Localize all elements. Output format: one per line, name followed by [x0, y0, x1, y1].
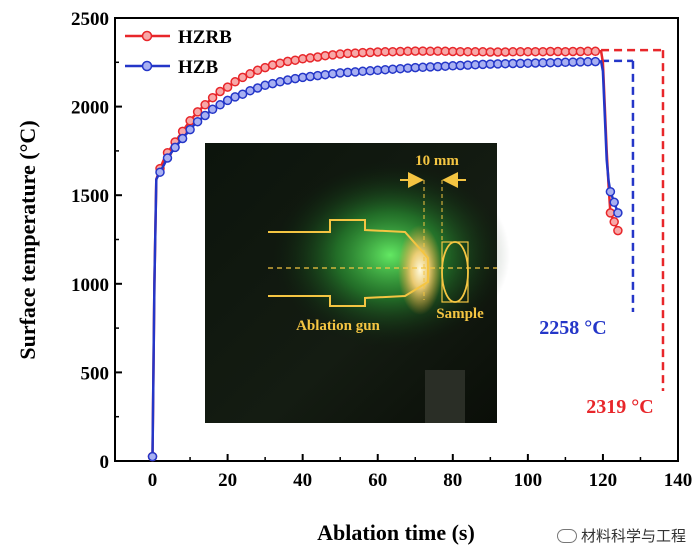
inset-dimension-label: 10 mm [415, 153, 459, 169]
data-point-hzrb [609, 217, 619, 227]
data-point-hzb [147, 451, 158, 462]
y-tick-label-2000: 2000 [71, 98, 109, 119]
axis-tick-labels: 0 20 40 60 80 100 120 140 0 500 1000 1500 2000 2500 [71, 9, 692, 491]
x-tick-label-100: 100 [514, 470, 543, 491]
data-point-hzb [267, 78, 278, 89]
data-point-hzrb [267, 60, 278, 70]
data-point-hzrb [613, 225, 623, 236]
data-point-hzrb [185, 116, 195, 126]
data-point-hzb [282, 75, 293, 85]
data-point-hzrb [207, 92, 218, 103]
data-point-hzrb [275, 58, 285, 68]
ablation-gun-outline [268, 219, 429, 307]
data-point-hzb [327, 69, 338, 79]
data-point-hzrb [245, 69, 255, 79]
x-tick-label-0: 0 [148, 470, 158, 491]
data-point-hzrb [297, 54, 308, 64]
hot-spot [398, 225, 442, 315]
x-tick-label-20: 20 [218, 470, 237, 491]
wechat-icon [556, 528, 577, 543]
data-point-hzb [613, 208, 623, 218]
data-point-hzb [215, 100, 225, 110]
data-point-hzrb [237, 72, 248, 83]
y-tick-label-1000: 1000 [71, 275, 109, 296]
data-point-hzb [500, 58, 511, 69]
data-point-hzb [222, 95, 233, 106]
y-tick-label-0: 0 [100, 452, 110, 473]
data-point-hzrb [192, 107, 203, 117]
annotation-2258: 2258 °C [539, 317, 606, 339]
data-point-hzrb [215, 86, 225, 97]
data-point-hzb [609, 197, 619, 208]
data-point-hzb [237, 89, 248, 99]
data-point-hzrb [387, 46, 398, 57]
data-point-hzb [155, 167, 165, 177]
data-point-hzb [297, 72, 308, 83]
sample-holder [425, 370, 465, 423]
data-point-hzb [200, 110, 210, 121]
data-point-hzrb [327, 50, 338, 60]
axis-ticks [114, 17, 679, 462]
data-point-hzrb [590, 46, 601, 57]
y-axis-title: Surface temperature (°C) [15, 120, 40, 359]
x-axis-title: Ablation time (s) [317, 520, 475, 545]
x-tick-label-120: 120 [589, 470, 618, 491]
data-point-hzb [290, 73, 300, 84]
legend-label-hzrb: HZRB [178, 27, 232, 48]
watermark: 材料科学与工程 [556, 525, 686, 546]
y-tick-label-2500: 2500 [71, 9, 109, 30]
data-point-hzb [162, 153, 173, 163]
y-tick-label-500: 500 [81, 363, 110, 384]
data-point-hzb [177, 133, 188, 144]
data-point-hzb [320, 69, 330, 80]
data-point-hzrb [200, 100, 210, 110]
data-point-hzb [387, 64, 398, 74]
legend-marker-hzb [141, 60, 153, 72]
data-series [147, 46, 623, 462]
data-point-hzrb [282, 56, 293, 67]
x-tick-label-40: 40 [293, 470, 312, 491]
data-point-hzb [260, 80, 270, 91]
data-point-hzrb [305, 53, 315, 63]
inset-right-label: Sample [436, 306, 484, 322]
data-point-hzb [605, 186, 616, 197]
legend: HZRB HZB [125, 27, 232, 78]
x-tick-label-60: 60 [368, 470, 387, 491]
x-tick-label-140: 140 [664, 470, 693, 491]
data-point-hzb [207, 104, 218, 115]
data-point-hzb [185, 124, 195, 135]
y-tick-label-1500: 1500 [71, 186, 109, 207]
reference-lines [601, 48, 665, 391]
data-point-hzrb [290, 55, 300, 65]
data-point-hzrb [320, 50, 330, 61]
x-tick-label-80: 80 [443, 470, 462, 491]
legend-label-hzb: HZB [178, 57, 218, 78]
data-point-hzrb [230, 77, 240, 87]
data-point-hzrb [222, 82, 233, 92]
data-point-hzb [170, 142, 180, 153]
data-point-hzb [305, 71, 315, 82]
data-point-hzb [312, 70, 323, 81]
inset-photo: 10 mm Ablation gun Sample [205, 143, 510, 423]
data-point-hzb [192, 116, 203, 127]
data-point-hzb [275, 77, 285, 87]
inset-left-label: Ablation gun [296, 318, 380, 334]
data-point-hzb [590, 56, 601, 67]
data-point-hzrb [500, 47, 511, 57]
data-point-hzrb [312, 52, 323, 62]
annotation-2319: 2319 °C [586, 396, 653, 418]
legend-marker-hzrb [141, 30, 153, 42]
watermark-text: 材料科学与工程 [580, 527, 686, 545]
